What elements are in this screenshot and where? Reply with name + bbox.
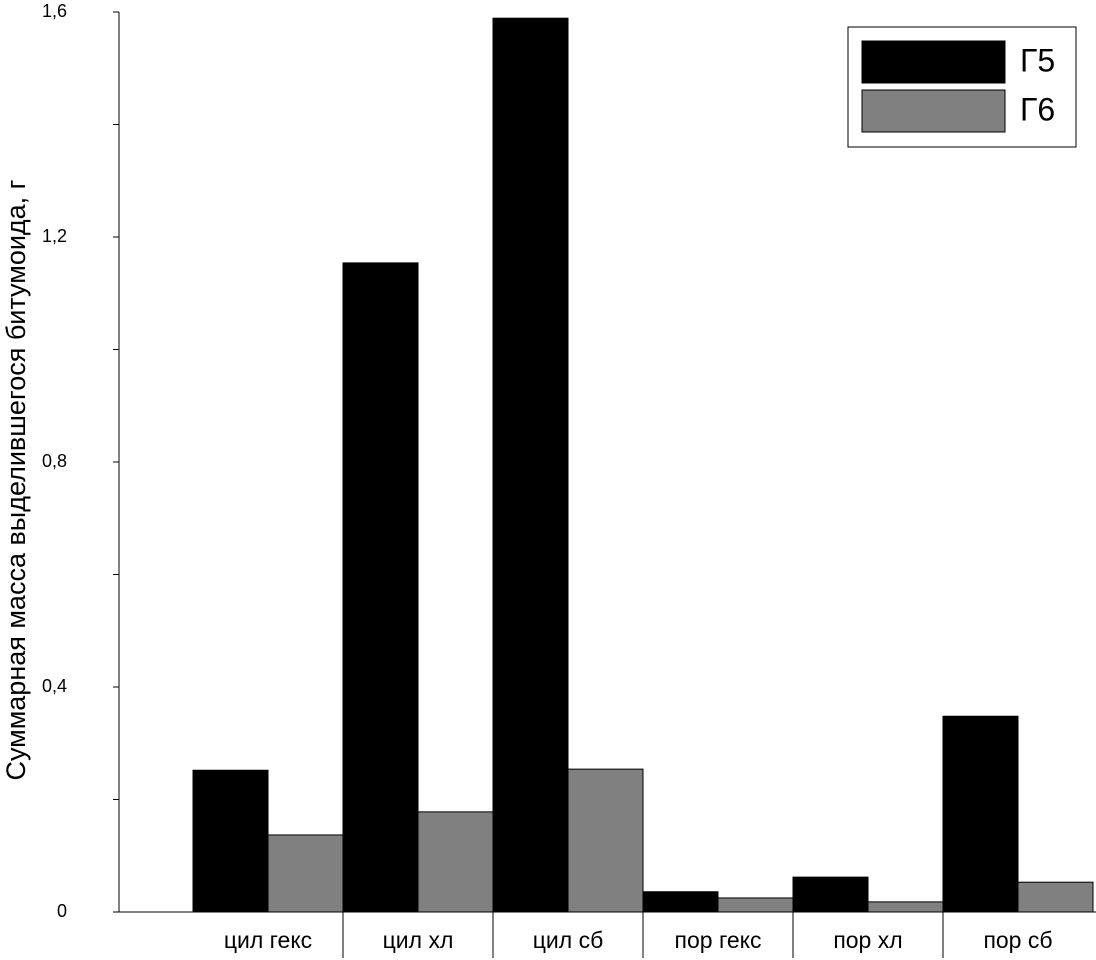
legend-swatch xyxy=(861,89,1006,133)
x-tick-label: пор гекс xyxy=(675,927,762,953)
legend-swatch xyxy=(861,40,1006,84)
x-tick-label: пор хл xyxy=(833,927,902,953)
bar xyxy=(417,811,494,913)
bar xyxy=(642,891,719,913)
y-tick-label: 0,4 xyxy=(42,676,67,696)
y-tick-label: 0 xyxy=(57,901,67,921)
legend-label: Г6 xyxy=(1020,91,1055,127)
x-tick-label: пор сб xyxy=(983,927,1052,953)
bar xyxy=(192,769,269,913)
bar xyxy=(792,876,869,913)
y-tick-label: 1,2 xyxy=(42,226,67,246)
bar xyxy=(492,17,569,913)
y-tick-label: 0,8 xyxy=(42,451,67,471)
y-tick-label: 1,6 xyxy=(42,1,67,21)
bar xyxy=(342,262,419,913)
legend-label: Г5 xyxy=(1020,42,1055,78)
x-tick-label: цил хл xyxy=(383,927,454,953)
x-tick-label: цил гекс xyxy=(224,927,312,953)
bar xyxy=(717,897,794,913)
y-axis-label: Суммарная масса выделившегося битумоида,… xyxy=(1,179,31,780)
bar xyxy=(567,768,644,913)
x-tick-label: цил сб xyxy=(533,927,604,953)
bar xyxy=(942,715,1019,913)
bar xyxy=(267,834,344,913)
bar xyxy=(1017,881,1094,913)
bar xyxy=(867,901,944,913)
